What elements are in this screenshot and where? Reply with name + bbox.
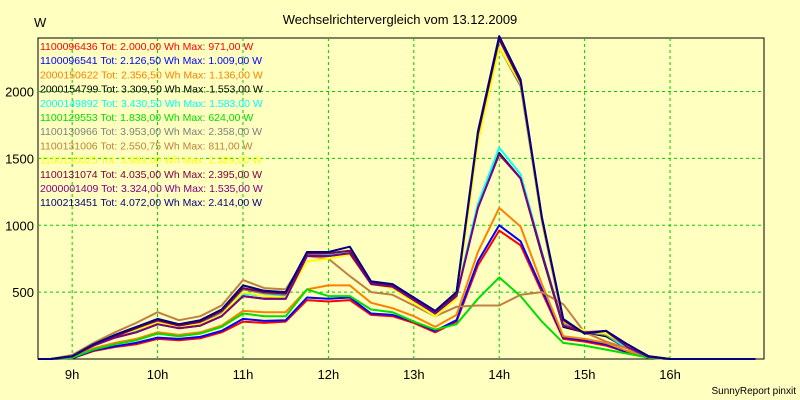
chart-title: Wechselrichtervergleich vom 13.12.2009 — [283, 12, 518, 27]
legend-entry: 2000001409 Tot: 3.324,00 Wh Max: 1.535,0… — [40, 183, 263, 195]
y-tick-label: 1500 — [5, 151, 34, 166]
x-tick-label: 16h — [659, 367, 681, 382]
x-tick-label: 13h — [403, 367, 425, 382]
series-lines — [38, 35, 756, 360]
legend-entry: 1100096436 Tot: 2.000,00 Wh Max: 971,00 … — [40, 41, 253, 53]
legend-entry: 2000150622 Tot: 2.356,50 Wh Max: 1.136,0… — [40, 69, 263, 81]
y-tick-label: 500 — [12, 285, 34, 300]
x-tick-label: 15h — [574, 367, 596, 382]
y-axis: 500 1000 1500 2000 — [5, 85, 34, 301]
series-line-2000150622 — [38, 206, 756, 360]
x-tick-label: 9h — [65, 367, 79, 382]
y-tick-label: 1000 — [5, 218, 34, 233]
legend-entry: 1100129553 Tot: 1.838,00 Wh Max: 624,00 … — [40, 112, 253, 124]
footer-credit: SunnyReport pinxit — [712, 386, 797, 397]
legend-entry: 1100131074 Tot: 4.035,00 Wh Max: 2.395,0… — [40, 169, 262, 181]
legend-entry: 1100130025 Tot: 3.889,00 Wh Max: 2.389,0… — [40, 155, 262, 167]
legend: 1100096436 Tot: 2.000,00 Wh Max: 971,00 … — [40, 41, 263, 209]
legend-entry: 2000149892 Tot: 3.430,50 Wh Max: 1.583,0… — [40, 98, 263, 110]
x-tick-label: 12h — [318, 367, 340, 382]
y-axis-unit: W — [34, 15, 47, 30]
legend-entry: 2000154799 Tot: 3.309,50 Wh Max: 1.553,0… — [40, 84, 263, 96]
legend-entry: 1100130966 Tot: 3.953,00 Wh Max: 2.358,0… — [40, 126, 262, 138]
legend-entry: 1100213451 Tot: 4.072,00 Wh Max: 2.414,0… — [40, 197, 262, 209]
x-axis: 9h 10h 11h 12h 13h 14h 15h 16h — [65, 367, 681, 382]
series-line-2000001409 — [38, 153, 756, 360]
series-line-1100213451 — [38, 35, 756, 360]
legend-entry: 1100096541 Tot: 2.126,50 Wh Max: 1.009,0… — [40, 55, 262, 67]
x-tick-label: 10h — [147, 367, 169, 382]
series-line-1100129553 — [38, 276, 756, 360]
x-tick-label: 14h — [488, 367, 510, 382]
x-tick-label: 11h — [233, 367, 254, 382]
legend-entry: 1100131006 Tot: 2.550,75 Wh Max: 811,00 … — [40, 140, 253, 152]
y-tick-label: 2000 — [5, 85, 34, 100]
